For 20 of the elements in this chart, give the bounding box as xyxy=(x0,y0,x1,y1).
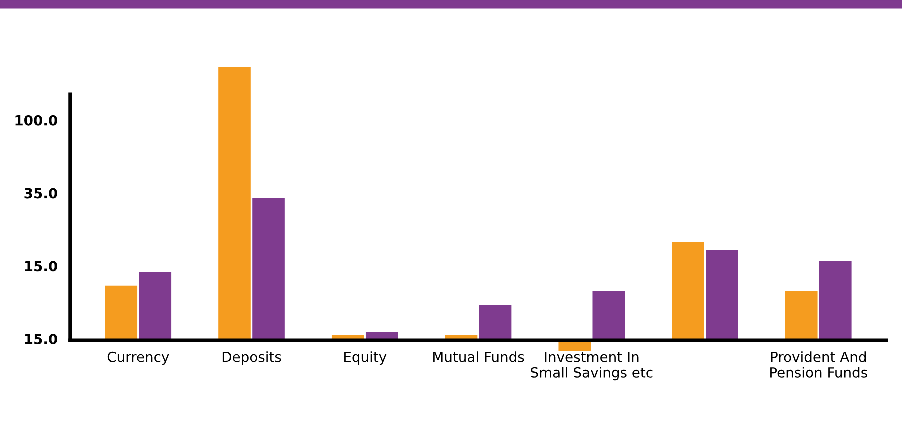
bar xyxy=(785,291,818,340)
bar xyxy=(105,286,138,340)
bar xyxy=(592,291,626,340)
x-tick-label: Equity xyxy=(344,352,387,366)
text: 15.0 xyxy=(25,261,58,272)
bar xyxy=(139,272,172,340)
bar xyxy=(672,242,704,340)
text: 35.0 xyxy=(24,188,58,199)
bar xyxy=(819,261,852,340)
x-tick-label: Currency xyxy=(108,352,170,366)
x-tick-label: Deposits xyxy=(222,352,282,366)
text: 100.0 xyxy=(16,115,58,126)
bar xyxy=(479,304,512,340)
bar xyxy=(218,67,251,340)
x-tick-label: Investment In Small Savings etc xyxy=(531,352,653,381)
bar xyxy=(252,198,285,340)
bar xyxy=(706,250,738,340)
x-tick-label: Mutual Funds xyxy=(434,352,524,362)
text: 15.0 xyxy=(25,334,58,345)
x-tick-label: Provident And Pension Funds xyxy=(770,352,868,378)
